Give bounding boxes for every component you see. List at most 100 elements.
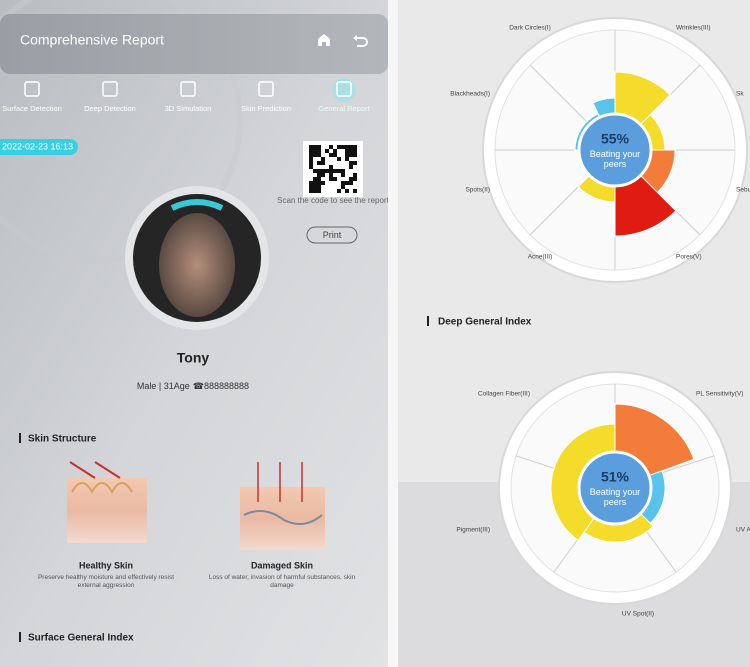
qr-cell [333, 153, 337, 157]
avatar-face [159, 213, 235, 317]
tab-label[interactable]: Surface Detection [2, 104, 62, 113]
healthy-skin-fiber [71, 482, 133, 495]
text: Scan the code to see the report [277, 196, 389, 205]
chart-center [577, 112, 653, 188]
qr-cell [337, 157, 341, 161]
qr-cell [317, 185, 321, 189]
qr-cell [337, 169, 341, 173]
qr-cell [353, 161, 357, 165]
section-title: Deep General Index [438, 317, 532, 328]
qr-cell [309, 189, 313, 193]
damaged-skin-arrows [257, 462, 303, 502]
qr-cell [329, 165, 333, 169]
qr-cell [345, 157, 349, 161]
print-label[interactable]: Print [323, 230, 342, 240]
text: Male | 31Age [137, 381, 190, 391]
skin-label: Healthy Skin [79, 560, 133, 570]
skin-label: Damaged Skin [251, 560, 313, 570]
qr-cell [309, 185, 313, 189]
left-panel [0, 0, 388, 667]
chart-caption-box: Beating your peers [589, 487, 641, 507]
section-marker [427, 316, 429, 326]
qr-cell [309, 181, 313, 185]
qr-cell [349, 161, 353, 165]
tab-icon[interactable] [102, 81, 118, 97]
tab-icon[interactable] [336, 81, 352, 97]
qr-cell [337, 189, 341, 193]
qr-cell [341, 173, 345, 177]
qr-cell [329, 153, 333, 157]
chart-label: Pores(V) [676, 254, 702, 261]
qr-cell [341, 145, 345, 149]
chart-label: Spots(II) [465, 187, 490, 194]
headband [170, 199, 224, 211]
back-button[interactable] [353, 35, 368, 47]
qr-cell [317, 189, 321, 193]
divider [388, 0, 398, 667]
qr-cell [313, 149, 317, 153]
qr-cell [313, 189, 317, 193]
chart-score: 51% [601, 469, 630, 485]
qr-caption: Scan the code to see the report [277, 196, 389, 205]
qr-cell [325, 149, 329, 153]
chart-caption: Beating your peers [589, 149, 641, 169]
qr-cell [349, 177, 353, 181]
report-datetime: 2022-02-23 16:13 [2, 141, 73, 151]
qr-cell [317, 177, 321, 181]
chart-caption-box: Beating your peers [589, 149, 641, 169]
qr-cell [317, 161, 321, 165]
qr-cell [309, 153, 313, 157]
qr-cell [349, 145, 353, 149]
qr-cell [317, 149, 321, 153]
decoration [0, 0, 243, 263]
qr-cell [309, 161, 313, 165]
qr-cell [321, 181, 325, 185]
tab-label[interactable]: 3D Simulation [165, 104, 212, 113]
qr-cell [341, 185, 345, 189]
skin-description-box: Preserve healthy moisture and effectivel… [38, 574, 174, 589]
qr-cell [345, 181, 349, 185]
qr-cell [313, 153, 317, 157]
tab-label[interactable]: Skin Prediction [241, 104, 291, 113]
qr-cell [349, 149, 353, 153]
home-button[interactable] [318, 34, 330, 46]
healthy-skin-arrows [69, 461, 121, 479]
qr-cell [309, 157, 313, 161]
qr-cell [337, 145, 341, 149]
qr-cell [321, 169, 325, 173]
qr-cell [345, 145, 349, 149]
qr-cell [333, 177, 337, 181]
qr-cell [317, 181, 321, 185]
tab-icon[interactable] [24, 81, 40, 97]
damaged-skin-fiber [243, 510, 323, 525]
section-title: Skin Structure [28, 434, 97, 445]
tab-label[interactable]: General Report [318, 104, 370, 113]
print-button[interactable] [306, 226, 358, 244]
qr-cell [321, 161, 325, 165]
chart-label: Sebu [736, 187, 750, 194]
chart-label: UV A [736, 527, 750, 534]
profile-info: Male | 31Age ☎888888888 [137, 381, 249, 391]
qr-cell [321, 157, 325, 161]
healthy-skin-image [67, 478, 147, 543]
chart-score: 55% [601, 131, 630, 147]
chart-label: Dark Circles(I) [509, 25, 551, 32]
tab-label[interactable]: Deep Detection [84, 104, 136, 113]
chart-caption: Beating your peers [589, 487, 641, 507]
qr-cell [349, 165, 353, 169]
qr-cell [353, 173, 357, 177]
qr-cell [349, 153, 353, 157]
qr-cell [341, 181, 345, 185]
qr-cell [321, 173, 325, 177]
tab-icon[interactable] [258, 81, 274, 97]
qr-cell [317, 173, 321, 177]
qr-cell [353, 145, 357, 149]
profile-name: Tony [177, 350, 210, 366]
chart-label: PL Sensitivity(V) [696, 391, 743, 398]
qr-cell [313, 185, 317, 189]
tab-icon[interactable] [180, 81, 196, 97]
qr-cell [317, 145, 321, 149]
chart-label: Acne(III) [528, 254, 553, 261]
